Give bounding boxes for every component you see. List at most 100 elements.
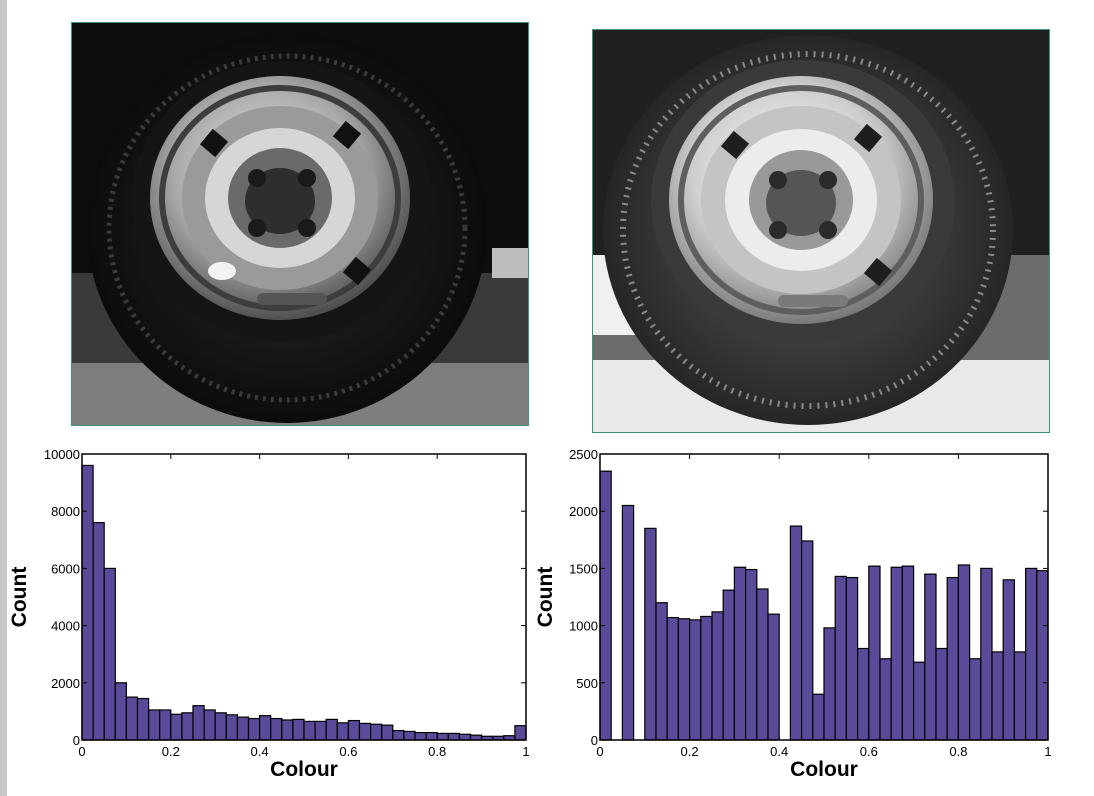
histogram-bar (92, 522, 105, 741)
histogram-bar (381, 724, 394, 741)
y-tick-label: 2000 (51, 676, 80, 691)
y-axis-label: Count (534, 567, 557, 628)
y-tick-label: 2500 (569, 447, 598, 462)
histogram-bar (403, 730, 416, 741)
histogram-bar (358, 722, 372, 741)
histogram-bar (325, 718, 338, 741)
x-tick-label: 0.2 (162, 744, 180, 759)
left-edge-bar (0, 0, 7, 796)
y-tick-label: 4000 (51, 619, 80, 634)
histogram-bar (812, 693, 825, 741)
histogram-bar (236, 716, 250, 741)
histogram-bar (392, 729, 405, 741)
histogram-bar (1036, 570, 1049, 741)
wheel-photo-icon (593, 30, 1049, 432)
y-tick-label: 1000 (569, 619, 598, 634)
histogram-bar (901, 565, 915, 741)
x-tick-label: 0.2 (681, 744, 699, 759)
histogram-bar (203, 709, 216, 741)
histogram-bar (857, 647, 870, 741)
histogram-bar (314, 720, 327, 741)
x-tick-label: 1 (522, 744, 529, 759)
histogram-bar (136, 697, 150, 741)
histogram-bar (890, 566, 904, 741)
x-tick-label: 0.6 (860, 744, 878, 759)
histogram-bar (270, 717, 283, 741)
x-axis-label: Colour (270, 758, 338, 781)
histogram-bar (1013, 651, 1027, 741)
histogram-bar (125, 696, 139, 741)
x-tick-label: 0.8 (949, 744, 967, 759)
histogram-bar (192, 705, 205, 741)
x-tick-label: 0.8 (428, 744, 446, 759)
x-tick-label: 0 (596, 744, 603, 759)
y-tick-label: 6000 (51, 561, 80, 576)
histogram-bar (259, 715, 272, 741)
histogram-bar (281, 719, 294, 741)
histogram-bar (370, 723, 383, 741)
histogram-bar (225, 714, 239, 741)
histogram-bar (336, 722, 349, 741)
y-axis-label: Count (8, 567, 31, 628)
histogram-bar (148, 709, 161, 741)
histogram-bar (677, 618, 691, 741)
histogram-bar (935, 647, 948, 741)
histogram-bar (711, 611, 724, 741)
histogram-bar (458, 733, 472, 741)
plot-frame (599, 453, 1049, 741)
histogram-bar (103, 567, 116, 741)
x-tick-label: 0.4 (251, 744, 269, 759)
histogram-bar (159, 709, 172, 741)
histogram-bar (823, 627, 836, 741)
histogram-bar (425, 731, 438, 741)
x-tick-label: 0.6 (339, 744, 357, 759)
histogram-bar (913, 661, 926, 741)
x-tick-label: 1 (1044, 744, 1051, 759)
histogram-bar (214, 712, 227, 741)
histogram-bar (756, 588, 769, 741)
equalized-tyre-image (592, 29, 1050, 433)
histogram-bar (834, 575, 848, 741)
histogram-bar (689, 619, 702, 741)
histogram-bar (700, 615, 713, 741)
y-tick-label: 8000 (51, 504, 80, 519)
histogram-bar (247, 717, 261, 741)
y-tick-label: 0 (591, 733, 598, 748)
wheel-photo-icon (72, 23, 528, 425)
histogram-bar (789, 525, 803, 741)
y-tick-label: 1500 (569, 561, 598, 576)
histogram-bar (181, 712, 194, 741)
histogram-bar (81, 464, 94, 741)
y-tick-label: 500 (576, 676, 598, 691)
y-tick-label: 10000 (44, 447, 80, 462)
y-tick-label: 2000 (569, 504, 598, 519)
histogram-bar (114, 682, 128, 741)
original-tyre-image (71, 22, 529, 426)
histogram-equalized: 0 0.2 0.4 0.6 0.8 1 0 500 1000 1500 2000 2500 Colour… (534, 447, 1052, 781)
histogram-bar (347, 719, 361, 741)
histogram-bar (414, 731, 427, 741)
histogram-bar (733, 566, 747, 741)
histogram-bar (969, 658, 982, 741)
histogram-original: 0 0.2 0.4 0.6 0.8 1 0 2000 4000 6000 8000 10000 Colo… (8, 447, 530, 781)
histogram-bar (447, 732, 460, 741)
histogram-bar (655, 602, 668, 741)
x-tick-label: 0 (78, 744, 85, 759)
y-tick-label: 0 (73, 733, 80, 748)
histogram-bar (991, 651, 1004, 741)
histogram-bar (666, 616, 679, 741)
plot-frame (81, 453, 527, 741)
histogram-bar (767, 613, 780, 741)
histogram-bar (1025, 567, 1038, 741)
histogram-bar (170, 713, 183, 741)
histogram-bar (946, 576, 960, 741)
histogram-bar (292, 718, 305, 741)
histogram-bar (745, 568, 758, 741)
histogram-bar (303, 720, 316, 741)
histogram-bar (801, 540, 814, 741)
histogram-bar (868, 565, 881, 741)
histogram-bar (924, 573, 937, 741)
x-tick-label: 0.4 (770, 744, 788, 759)
histogram-bar (980, 567, 993, 741)
histogram-bar (845, 576, 859, 741)
